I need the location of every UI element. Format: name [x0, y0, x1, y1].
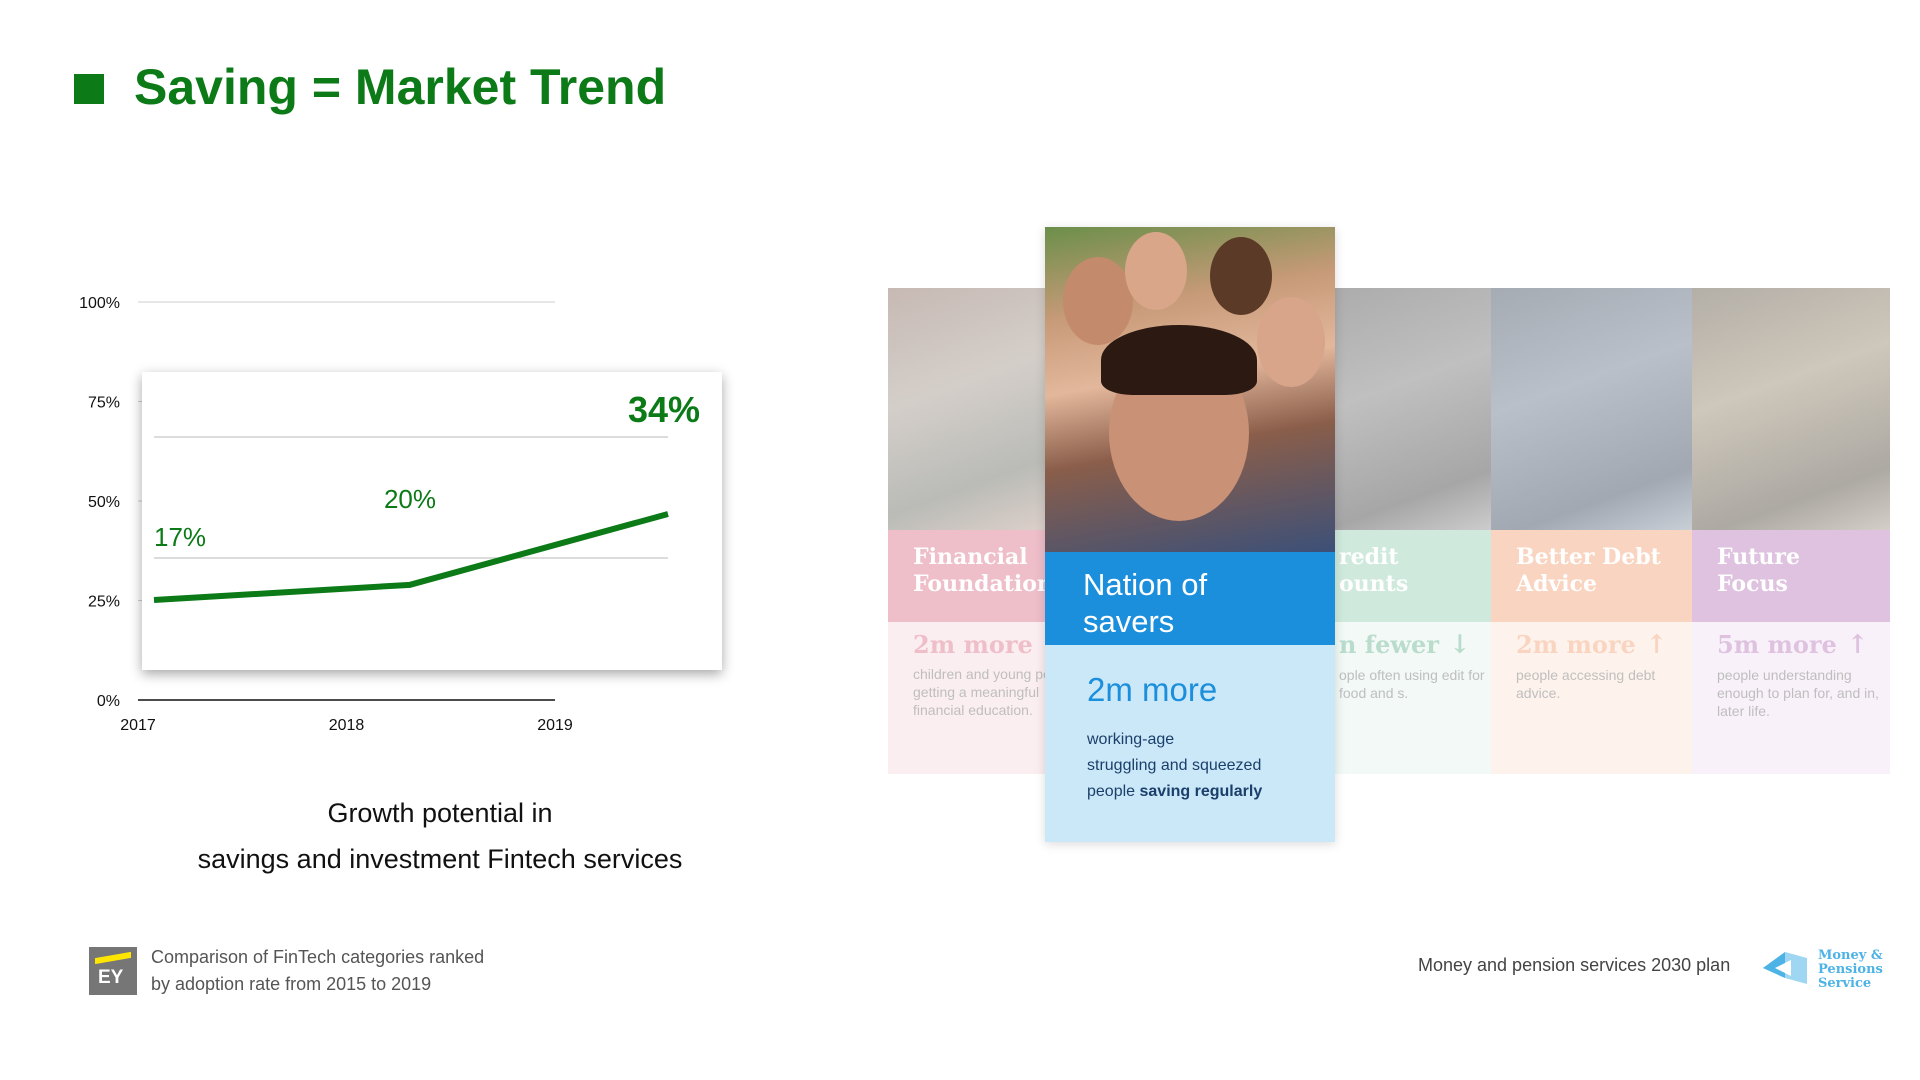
mps-logo-icon	[1763, 952, 1807, 984]
panel-photo	[888, 288, 1058, 530]
desc-line3: people saving regularly	[1087, 779, 1335, 805]
panel-stat-desc: people accessing debt advice.	[1516, 667, 1656, 701]
arrow-up-icon: ↑	[1645, 630, 1668, 660]
panel-stat-desc: ople often using edit for food and s.	[1339, 667, 1485, 701]
panel-stat-desc: children and young people getting a mean…	[913, 666, 1058, 718]
panel-title: Financial Foundation	[888, 530, 1058, 622]
source-note-line2: by adoption rate from 2015 to 2019	[151, 974, 432, 994]
source-note-line1: Comparison of FinTech categories ranked	[151, 947, 485, 967]
mps-logo-line3: Service	[1818, 976, 1872, 991]
chart-caption-line1: Growth potential in	[327, 798, 553, 828]
panel-stat: n fewer ↓ ople often using edit for food …	[1335, 622, 1491, 774]
panel-title-line1: Better Debt	[1516, 544, 1661, 570]
ey-logo: EY	[89, 947, 137, 995]
chart-caption: Growth potential in savings and investme…	[120, 790, 760, 882]
panel-stat: 5m more ↑ people understanding enough to …	[1692, 622, 1890, 774]
panel-stat: 2m more working-age struggling and squee…	[1045, 645, 1335, 842]
panel-stat-desc: people understanding enough to plan for,…	[1717, 667, 1879, 719]
arrow-up-icon: ↑	[1846, 630, 1869, 660]
y-tick-label: 0%	[97, 693, 120, 710]
panel-title: Future Focus	[1692, 530, 1890, 622]
desc-line3-prefix: people	[1087, 783, 1140, 800]
panel-stat-value: 2m more	[1516, 630, 1636, 659]
panel-stat: 2m more children and young people gettin…	[888, 622, 1058, 774]
chart-caption-line2: savings and investment Fintech services	[197, 844, 683, 874]
panel-photo	[1692, 288, 1890, 530]
panel-title-line2: Focus	[1717, 571, 1788, 597]
x-tick-label: 2017	[120, 717, 156, 734]
panel-credit-accounts: redit ounts n fewer ↓ ople often using ed…	[1335, 288, 1491, 774]
title-bullet	[74, 74, 104, 104]
panel-title-line1: Financial	[913, 544, 1028, 570]
data-label: 20%	[384, 484, 436, 514]
ey-logo-text: EY	[98, 967, 124, 988]
panel-title-line1: redit	[1339, 544, 1399, 570]
panel-stat-value: n fewer	[1339, 630, 1439, 659]
y-tick-label: 100%	[79, 295, 120, 312]
panel-photo	[1335, 288, 1491, 530]
panel-title-line2: Advice	[1516, 571, 1597, 597]
arrow-down-icon: ↓	[1448, 630, 1471, 660]
chart-inset-card	[142, 372, 722, 670]
desc-line3-bold: saving regularly	[1139, 783, 1263, 800]
panel-nation-of-savers: Nation of savers 2m more working-age str…	[1045, 227, 1335, 842]
mps-logo-line2: Pensions	[1818, 962, 1883, 977]
panel-title-line1: Nation of	[1083, 567, 1208, 602]
panel-stat: 2m more ↑ people accessing debt advice.	[1491, 622, 1692, 774]
panel-better-debt-advice: Better Debt Advice 2m more ↑ people acces…	[1491, 288, 1692, 774]
y-tick-label: 50%	[88, 494, 120, 511]
panel-stat-value: 2m more	[1087, 671, 1218, 708]
x-tick-label: 2018	[329, 717, 365, 734]
page-title: Saving = Market Trend	[134, 59, 667, 115]
y-tick-label: 75%	[88, 395, 120, 412]
panel-title: Better Debt Advice	[1491, 530, 1692, 622]
line-chart-svg: 0% 25% 50% 75% 100% 2017 2018 2019 17% 20% 34%	[79, 295, 722, 734]
ey-logo-beam	[95, 951, 131, 965]
panel-title-line2: savers	[1083, 604, 1175, 639]
x-tick-label: 2019	[537, 717, 573, 734]
panel-financial-foundation: Financial Foundation 2m more children an…	[888, 288, 1058, 774]
data-label: 17%	[154, 522, 206, 552]
source-note: Comparison of FinTech categories ranked …	[151, 944, 571, 998]
panel-title: Nation of savers	[1045, 552, 1335, 645]
group-photo	[1045, 227, 1335, 552]
data-label: 34%	[628, 389, 700, 430]
mps-logo-text: Money & Pensions Service	[1818, 949, 1883, 991]
panel-title-line1: Future	[1717, 544, 1800, 570]
panel-title-line2: Foundation	[913, 571, 1053, 597]
source-plan-text: Money and pension services 2030 plan	[1418, 955, 1731, 975]
panel-title-line2: ounts	[1339, 571, 1409, 597]
desc-line2: struggling and squeezed	[1087, 757, 1262, 774]
panel-stat-value: 5m more	[1717, 630, 1837, 659]
adoption-chart: 0% 25% 50% 75% 100% 2017 2018 2019 17% 20% 34%	[60, 280, 760, 740]
panel-stat-desc: working-age struggling and squeezed peop…	[1087, 727, 1335, 805]
y-tick-label: 25%	[88, 594, 120, 611]
panel-title: redit ounts	[1335, 530, 1491, 622]
mps-logo-line1: Money &	[1818, 948, 1883, 963]
panel-photo	[1491, 288, 1692, 530]
panel-stat-value: 2m more	[913, 630, 1033, 659]
panel-future-focus: Future Focus 5m more ↑ people understandi…	[1692, 288, 1890, 774]
desc-line1: working-age	[1087, 731, 1175, 748]
